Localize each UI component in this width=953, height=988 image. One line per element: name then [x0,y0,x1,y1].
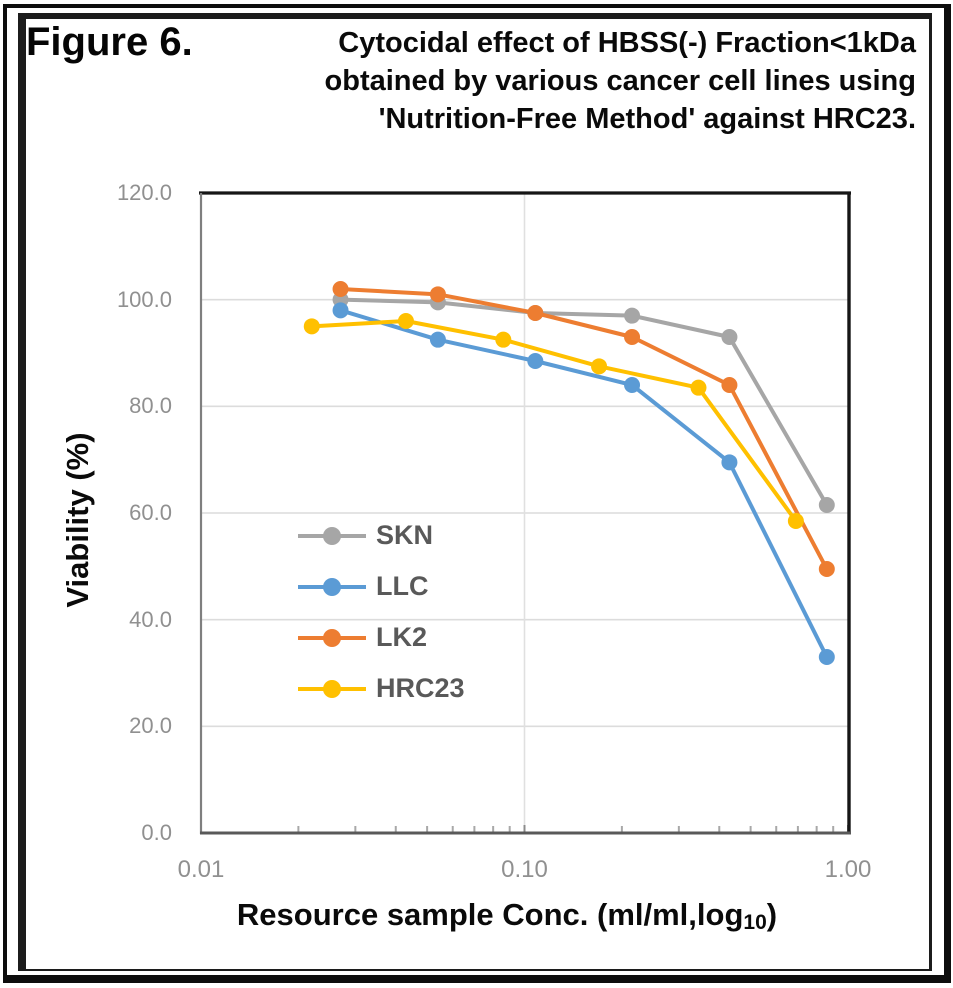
series-LLC-line [338,308,829,659]
series-LLC-point [332,302,349,319]
y-tick-label: 40.0 [129,606,172,632]
series-HRC23-point [690,379,707,396]
series-LK2-point [721,377,738,393]
series-LLC-point [721,454,738,471]
series-LK2-point [624,329,641,345]
legend-label: SKN [376,520,434,550]
series-HRC23-point [303,318,320,335]
y-tick-label: 100.0 [116,286,172,312]
series-LK2-line [338,287,829,571]
x-axis-title-suffix: ) [766,897,778,932]
legend-series-marker-icon [298,577,366,596]
figure-title-line-1: Cytocidal effect of HBSS(-) Fraction<1kD… [338,27,916,59]
legend-item-LLC: LLC [298,561,465,612]
legend-label: HRC23 [376,673,465,703]
series-LK2-point [818,561,835,577]
legend-item-HRC23: HRC23 [298,663,465,714]
legend-dot-icon [323,526,341,545]
legend-label: LLC [376,571,429,601]
chart-legend: SKN LLC LK2 HRC23 [298,510,465,714]
series-LLC-point [527,353,544,369]
series-SKN-point [818,497,835,513]
series-SKN-point [721,329,738,345]
series-LK2-point [332,281,349,297]
series-SKN-line [338,297,829,507]
series-LLC-point [624,377,641,393]
figure-title-line-3: 'Nutrition-Free Method' against HRC23. [378,103,916,135]
legend-item-LK2: LK2 [298,612,465,663]
legend-label: LK2 [376,622,428,652]
y-tick-label: 20.0 [129,713,172,739]
series-LK2-point [527,305,544,321]
series-HRC23-line [309,319,798,523]
legend-series-marker-icon [298,628,366,647]
figure-title-line-2: obtained by various cancer cell lines us… [324,65,916,97]
legend-item-SKN: SKN [298,510,465,561]
series-HRC23-point [397,313,414,329]
x-tick-label: 0.10 [501,856,548,883]
legend-dot-icon [323,679,341,698]
figure-inner-border [18,13,932,971]
series-SKN-point [624,307,641,324]
y-tick-label: 80.0 [129,393,172,419]
series-HRC23-point [787,513,804,529]
y-tick-label: 120.0 [116,180,172,205]
y-tick-label: 0.0 [141,820,172,845]
series-LK2-point [429,286,446,303]
series-HRC23-point [495,331,512,348]
figure-outer-border [3,4,951,983]
x-tick-label: 0.01 [177,856,225,883]
series-LLC-point [818,649,835,665]
series-LLC-point [429,331,446,348]
x-axis-title-subscript: 10 [743,911,767,934]
series-HRC23-point [591,358,608,375]
x-axis-title: Resource sample Conc. (ml/ml,log10) [236,897,778,934]
x-axis-title-text: Resource sample Conc. (ml/ml,log [236,897,744,932]
legend-dot-icon [323,577,341,596]
y-tick-label: 60.0 [129,500,172,525]
legend-series-marker-icon [298,679,366,698]
figure-title: Cytocidal effect of HBSS(-) Fraction<1kD… [216,24,916,138]
legend-dot-icon [323,628,341,647]
x-tick-label: 1.00 [824,856,872,883]
legend-series-marker-icon [298,526,366,545]
figure-label: Figure 6. [26,20,193,64]
